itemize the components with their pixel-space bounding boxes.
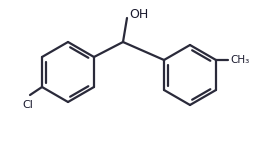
Text: Cl: Cl — [23, 100, 34, 110]
Text: CH₃: CH₃ — [230, 55, 249, 65]
Text: OH: OH — [129, 8, 148, 21]
